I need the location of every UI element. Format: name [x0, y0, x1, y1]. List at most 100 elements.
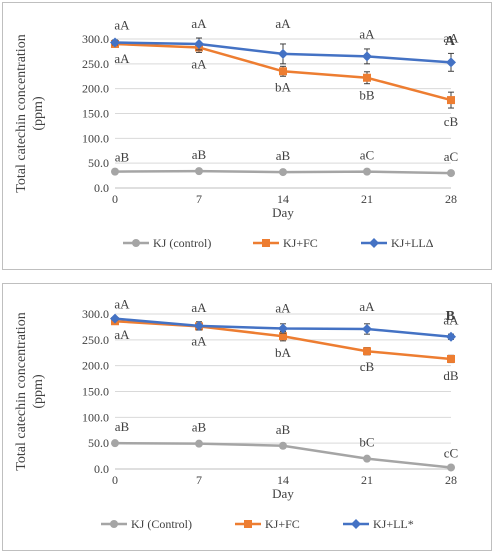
y-tick-label: 100.0: [82, 410, 109, 424]
data-point: [447, 169, 455, 178]
x-tick-label: 28: [445, 473, 457, 487]
data-label: aB: [276, 422, 291, 437]
legend-label: KJ (Control): [131, 517, 192, 531]
data-label: aA: [114, 297, 130, 312]
x-axis-title: Day: [272, 205, 294, 220]
data-label: aA: [114, 51, 130, 66]
x-tick-label: 14: [277, 473, 289, 487]
y-tick-label: 200.0: [82, 359, 109, 373]
data-point: [279, 332, 287, 341]
data-label: aB: [115, 150, 130, 165]
x-tick-label: 0: [112, 473, 118, 487]
x-tick-label: 7: [196, 192, 202, 206]
x-axis-title: Day: [272, 486, 294, 501]
data-label: bC: [359, 435, 374, 450]
data-label: aA: [191, 56, 207, 71]
y-tick-label: 0.0: [94, 181, 109, 195]
x-tick-label: 7: [196, 473, 202, 487]
data-label: aA: [359, 299, 375, 314]
y-tick-label: 50.0: [88, 156, 109, 170]
data-label: aA: [275, 300, 291, 315]
legend-marker: [262, 239, 270, 247]
data-point: [195, 439, 203, 448]
data-label: bB: [359, 88, 375, 103]
x-tick-label: 0: [112, 192, 118, 206]
data-label: aC: [360, 148, 374, 163]
chart-b-svg: 0.0 50.0 100.0 150.0 200.0 250.0 300.0 0 7 14 21 28…: [14, 297, 459, 531]
data-point: [278, 323, 288, 334]
data-label: aB: [115, 419, 130, 434]
data-point: [363, 73, 371, 82]
y-axis-title: Total catechin concentration (ppm): [14, 312, 46, 470]
data-point: [447, 96, 455, 105]
chart-a-svg: 0.0 50.0 100.0 150.0 200.0 250.0 300.0 0 7 14 21 28…: [14, 16, 459, 250]
x-tick-label: 14: [277, 192, 289, 206]
y-axis-title-line: Total catechin concentration: [14, 34, 29, 192]
data-point: [363, 167, 371, 176]
data-label: aC: [444, 149, 458, 164]
y-tick-label: 300.0: [82, 32, 109, 46]
data-point: [446, 331, 456, 342]
data-label: aA: [191, 333, 207, 348]
data-point: [362, 51, 372, 62]
x-tick-label: 21: [361, 192, 373, 206]
data-point: [194, 38, 204, 49]
panel-label: A: [445, 34, 456, 49]
data-label: cB: [444, 114, 459, 129]
data-point: [447, 463, 455, 472]
data-point: [110, 37, 120, 48]
legend-marker: [132, 239, 140, 247]
data-point: [279, 441, 287, 450]
data-label: aB: [276, 148, 291, 163]
y-tick-label: 0.0: [94, 462, 109, 476]
y-tick-label: 250.0: [82, 57, 109, 71]
legend-label: KJ (control): [153, 236, 211, 250]
data-label: bA: [275, 79, 292, 94]
data-point: [195, 167, 203, 176]
data-point: [111, 167, 119, 176]
x-tick-label: 21: [361, 473, 373, 487]
y-tick-label: 200.0: [82, 82, 109, 96]
data-label: cC: [444, 445, 458, 460]
data-point: [446, 57, 456, 68]
panel-label: B: [446, 309, 455, 324]
data-point: [363, 347, 371, 356]
legend-marker: [351, 519, 361, 529]
y-tick-label: 250.0: [82, 333, 109, 347]
data-label: aA: [114, 17, 130, 32]
data-label: aA: [114, 327, 130, 342]
legend-label: KJ+FC: [265, 517, 300, 531]
data-point: [278, 48, 288, 59]
legend-label: KJ+FC: [283, 236, 318, 250]
data-point: [111, 439, 119, 448]
y-axis-title: Total catechin concentration (ppm): [14, 34, 46, 192]
legend-label: KJ+LL*: [373, 517, 414, 531]
data-label: aA: [275, 16, 291, 31]
data-label: aA: [443, 30, 459, 45]
legend-marker: [110, 520, 118, 528]
data-point: [363, 454, 371, 463]
data-point: [279, 67, 287, 76]
legend-marker: [244, 520, 252, 528]
chart-panel-a: 0.0 50.0 100.0 150.0 200.0 250.0 300.0 0 7 14 21 28…: [2, 2, 492, 270]
data-label: aB: [192, 420, 207, 435]
data-point: [362, 323, 372, 334]
data-point: [447, 354, 455, 363]
data-label: aB: [192, 147, 207, 162]
data-label: cB: [360, 359, 375, 374]
y-axis-title-line: (ppm): [31, 374, 46, 409]
data-label: dB: [443, 368, 459, 383]
y-axis-title-line: (ppm): [31, 96, 46, 131]
y-tick-label: 50.0: [88, 436, 109, 450]
y-axis-title-line: Total catechin concentration: [14, 312, 29, 470]
y-tick-label: 100.0: [82, 131, 109, 145]
data-point: [110, 313, 120, 324]
data-point: [279, 168, 287, 177]
data-label: aA: [443, 313, 459, 328]
x-tick-label: 28: [445, 192, 457, 206]
legend-label: KJ+LLΔ: [391, 236, 434, 250]
y-tick-label: 150.0: [82, 107, 109, 121]
data-point: [194, 320, 204, 331]
legend-marker: [369, 238, 379, 248]
data-label: bA: [275, 345, 292, 360]
